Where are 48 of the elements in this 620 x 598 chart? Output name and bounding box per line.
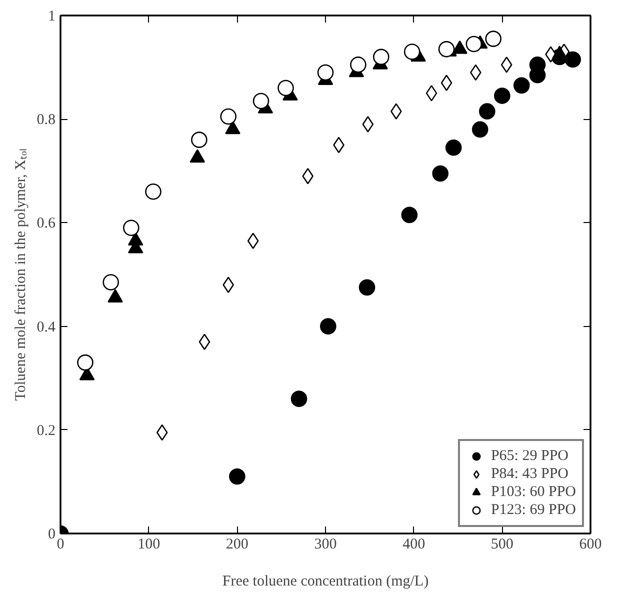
point — [373, 48, 390, 66]
point — [404, 44, 420, 60]
x-tick-label: 400 — [402, 536, 426, 552]
point — [426, 85, 438, 102]
legend-label: P65: 29 PPO — [490, 447, 568, 465]
point — [472, 121, 488, 138]
point — [485, 30, 502, 47]
point — [290, 390, 308, 407]
point — [432, 165, 448, 182]
point — [191, 132, 208, 148]
point — [320, 318, 336, 334]
x-tick-label: 300 — [314, 536, 337, 552]
point — [362, 116, 374, 132]
x-tick-label: 500 — [490, 536, 514, 552]
legend-label: P123: 69 PPO — [490, 501, 576, 519]
point — [317, 64, 334, 81]
point — [466, 36, 482, 52]
point — [494, 88, 510, 104]
y-axis-title: Toluene mole fraction in the polymer, Xₜₒₗ — [12, 148, 29, 401]
point — [278, 80, 294, 96]
point — [479, 103, 496, 120]
point — [77, 354, 94, 371]
y-tick-label: 0.6 — [36, 216, 56, 232]
x-axis-title: Free toluene concentration (mg/L) — [222, 574, 429, 590]
point — [401, 206, 418, 224]
point — [564, 51, 581, 68]
x-tick-label: 600 — [579, 536, 602, 552]
point — [229, 468, 246, 485]
y-tick-label: 0.2 — [36, 422, 56, 439]
point — [198, 334, 210, 350]
legend-label: P103: 60 PPO — [490, 483, 576, 501]
y-tick-label: 1 — [48, 8, 56, 24]
point — [500, 56, 512, 73]
point — [438, 41, 455, 58]
point — [513, 77, 530, 94]
point — [350, 56, 366, 73]
point — [156, 424, 168, 441]
point — [252, 92, 270, 110]
point — [440, 74, 452, 91]
point — [445, 139, 462, 156]
y-tick-label: 0.8 — [36, 112, 56, 128]
point — [358, 279, 376, 296]
y-tick-label: 0 — [48, 526, 56, 542]
x-tick-label: 200 — [226, 536, 248, 552]
point — [247, 232, 259, 249]
y-tick-label: 0.4 — [36, 319, 56, 336]
x-tick-label: 100 — [138, 536, 160, 552]
legend-label: P84: 43 PPO — [490, 465, 568, 483]
